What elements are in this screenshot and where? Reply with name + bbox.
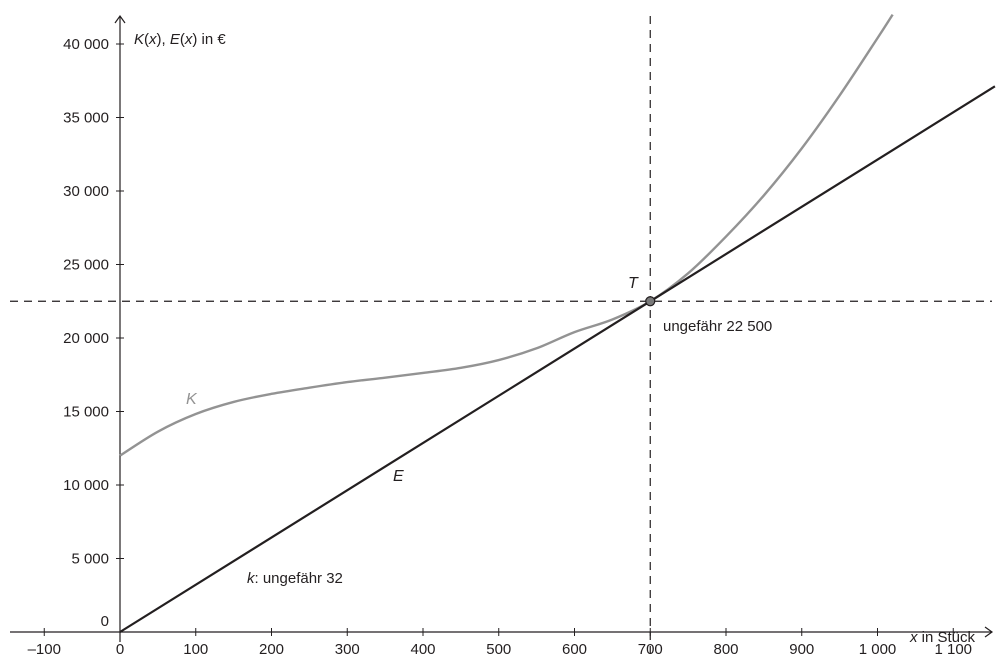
y-axis-label: K(x), E(x) in € [134, 31, 226, 48]
annotation-slope: k: ungefähr 32 [247, 570, 343, 587]
x-tick-label: 700 [638, 641, 663, 658]
y-tick-label: 40 000 [63, 36, 109, 53]
y-tick-label: 30 000 [63, 183, 109, 200]
x-tick-label: –100 [28, 641, 61, 658]
y-tick-label: 15 000 [63, 404, 109, 421]
curve-label-k: K [186, 391, 198, 408]
x-tick-label: 500 [486, 641, 511, 658]
x-tick-label: 200 [259, 641, 284, 658]
y-tick-label: 35 000 [63, 110, 109, 127]
series-line-e [119, 85, 996, 633]
x-tick-label: 1 000 [859, 641, 897, 658]
x-tick-label: 900 [789, 641, 814, 658]
axes [10, 14, 994, 642]
y-tick-label: 25 000 [63, 257, 109, 274]
point-t-label: T [628, 275, 639, 292]
x-tick-label: 300 [335, 641, 360, 658]
x-axis-arrow [984, 626, 994, 638]
y-tick-label: 5 000 [71, 551, 109, 568]
y-tick-label: 0 [101, 613, 109, 630]
y-tick-label: 20 000 [63, 330, 109, 347]
ticks: –100 0 100 200 300 400 500 600 700 800 900 1 000 1 1… [28, 36, 972, 658]
curves [119, 13, 996, 633]
x-tick-label: 1 100 [934, 641, 972, 658]
y-tick-label: 10 000 [63, 477, 109, 494]
y-axis-arrow [114, 14, 126, 24]
annotation-y-value: ungefähr 22 500 [663, 318, 772, 335]
curve-label-e: E [393, 468, 404, 485]
point-t [645, 296, 656, 307]
x-axis-label: x in Stück [909, 629, 976, 646]
x-tick-label: 100 [183, 641, 208, 658]
x-tick-label: 800 [713, 641, 738, 658]
guide-lines [10, 16, 992, 658]
x-tick-label: 400 [410, 641, 435, 658]
series-line-k [119, 13, 894, 457]
x-tick-label: 0 [116, 641, 124, 658]
x-tick-label: 600 [562, 641, 587, 658]
